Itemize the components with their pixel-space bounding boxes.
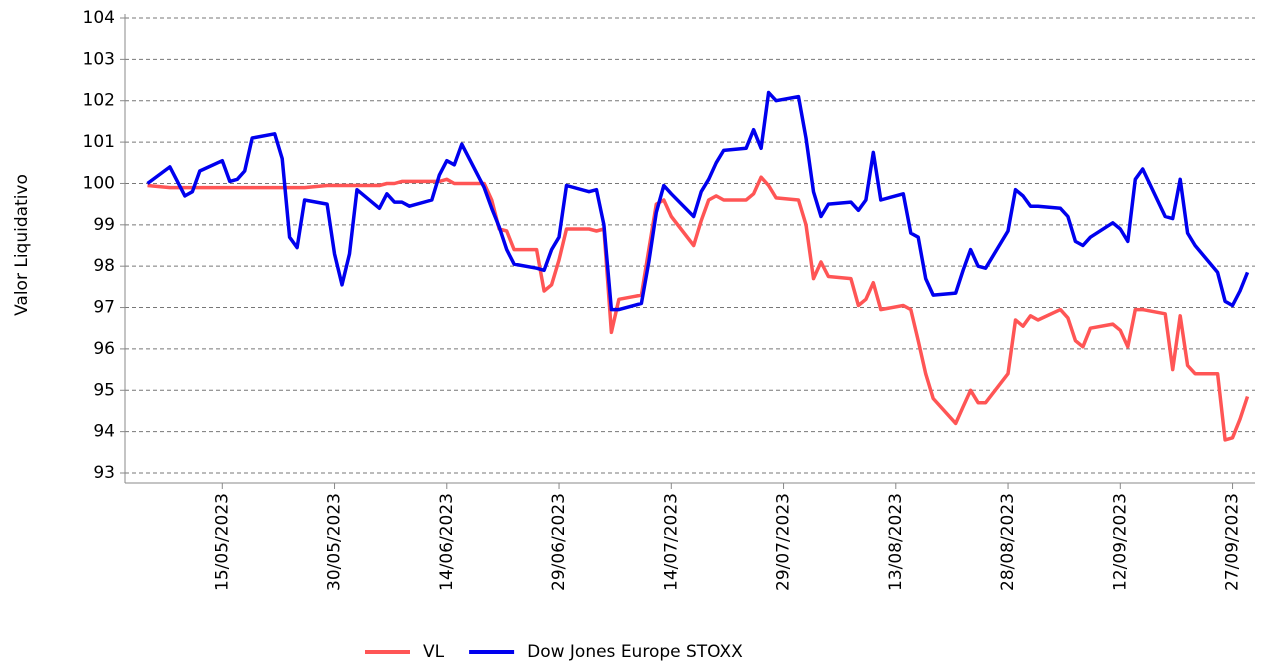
x-tick-label: 14/07/2023: [661, 493, 681, 591]
x-tick-label: 27/09/2023: [1223, 493, 1243, 591]
y-tick-label: 93: [93, 463, 115, 483]
y-tick-label: 96: [93, 339, 115, 359]
y-tick-label: 104: [83, 8, 115, 28]
y-tick-label: 94: [93, 422, 115, 442]
line-series: [147, 175, 1250, 442]
x-tick-label: 14/06/2023: [437, 493, 457, 591]
y-tick-label: 99: [93, 215, 115, 235]
x-tick-label: 30/05/2023: [325, 493, 345, 591]
x-tick-label: 28/08/2023: [998, 493, 1018, 591]
x-tick-label: 29/07/2023: [774, 493, 794, 591]
x-tick-label: 29/06/2023: [549, 493, 569, 591]
y-tick-label: 101: [83, 132, 115, 152]
x-tick-label: 12/09/2023: [1110, 493, 1130, 591]
y-tick-label: 98: [93, 256, 115, 276]
y-tick-label: 95: [93, 380, 115, 400]
x-tick-label: 13/08/2023: [886, 493, 906, 591]
y-axis-label: Valor Liquidativo: [12, 174, 32, 316]
x-tick-label: 15/05/2023: [212, 493, 232, 591]
y-tick-label: 100: [83, 173, 115, 193]
legend-label: Dow Jones Europe STOXX: [527, 642, 743, 662]
y-tick-label: 103: [83, 49, 115, 69]
y-tick-label: 102: [83, 91, 115, 111]
legend-label: VL: [423, 642, 445, 662]
y-tick-label: 97: [93, 298, 115, 318]
line-series: [146, 90, 1250, 312]
